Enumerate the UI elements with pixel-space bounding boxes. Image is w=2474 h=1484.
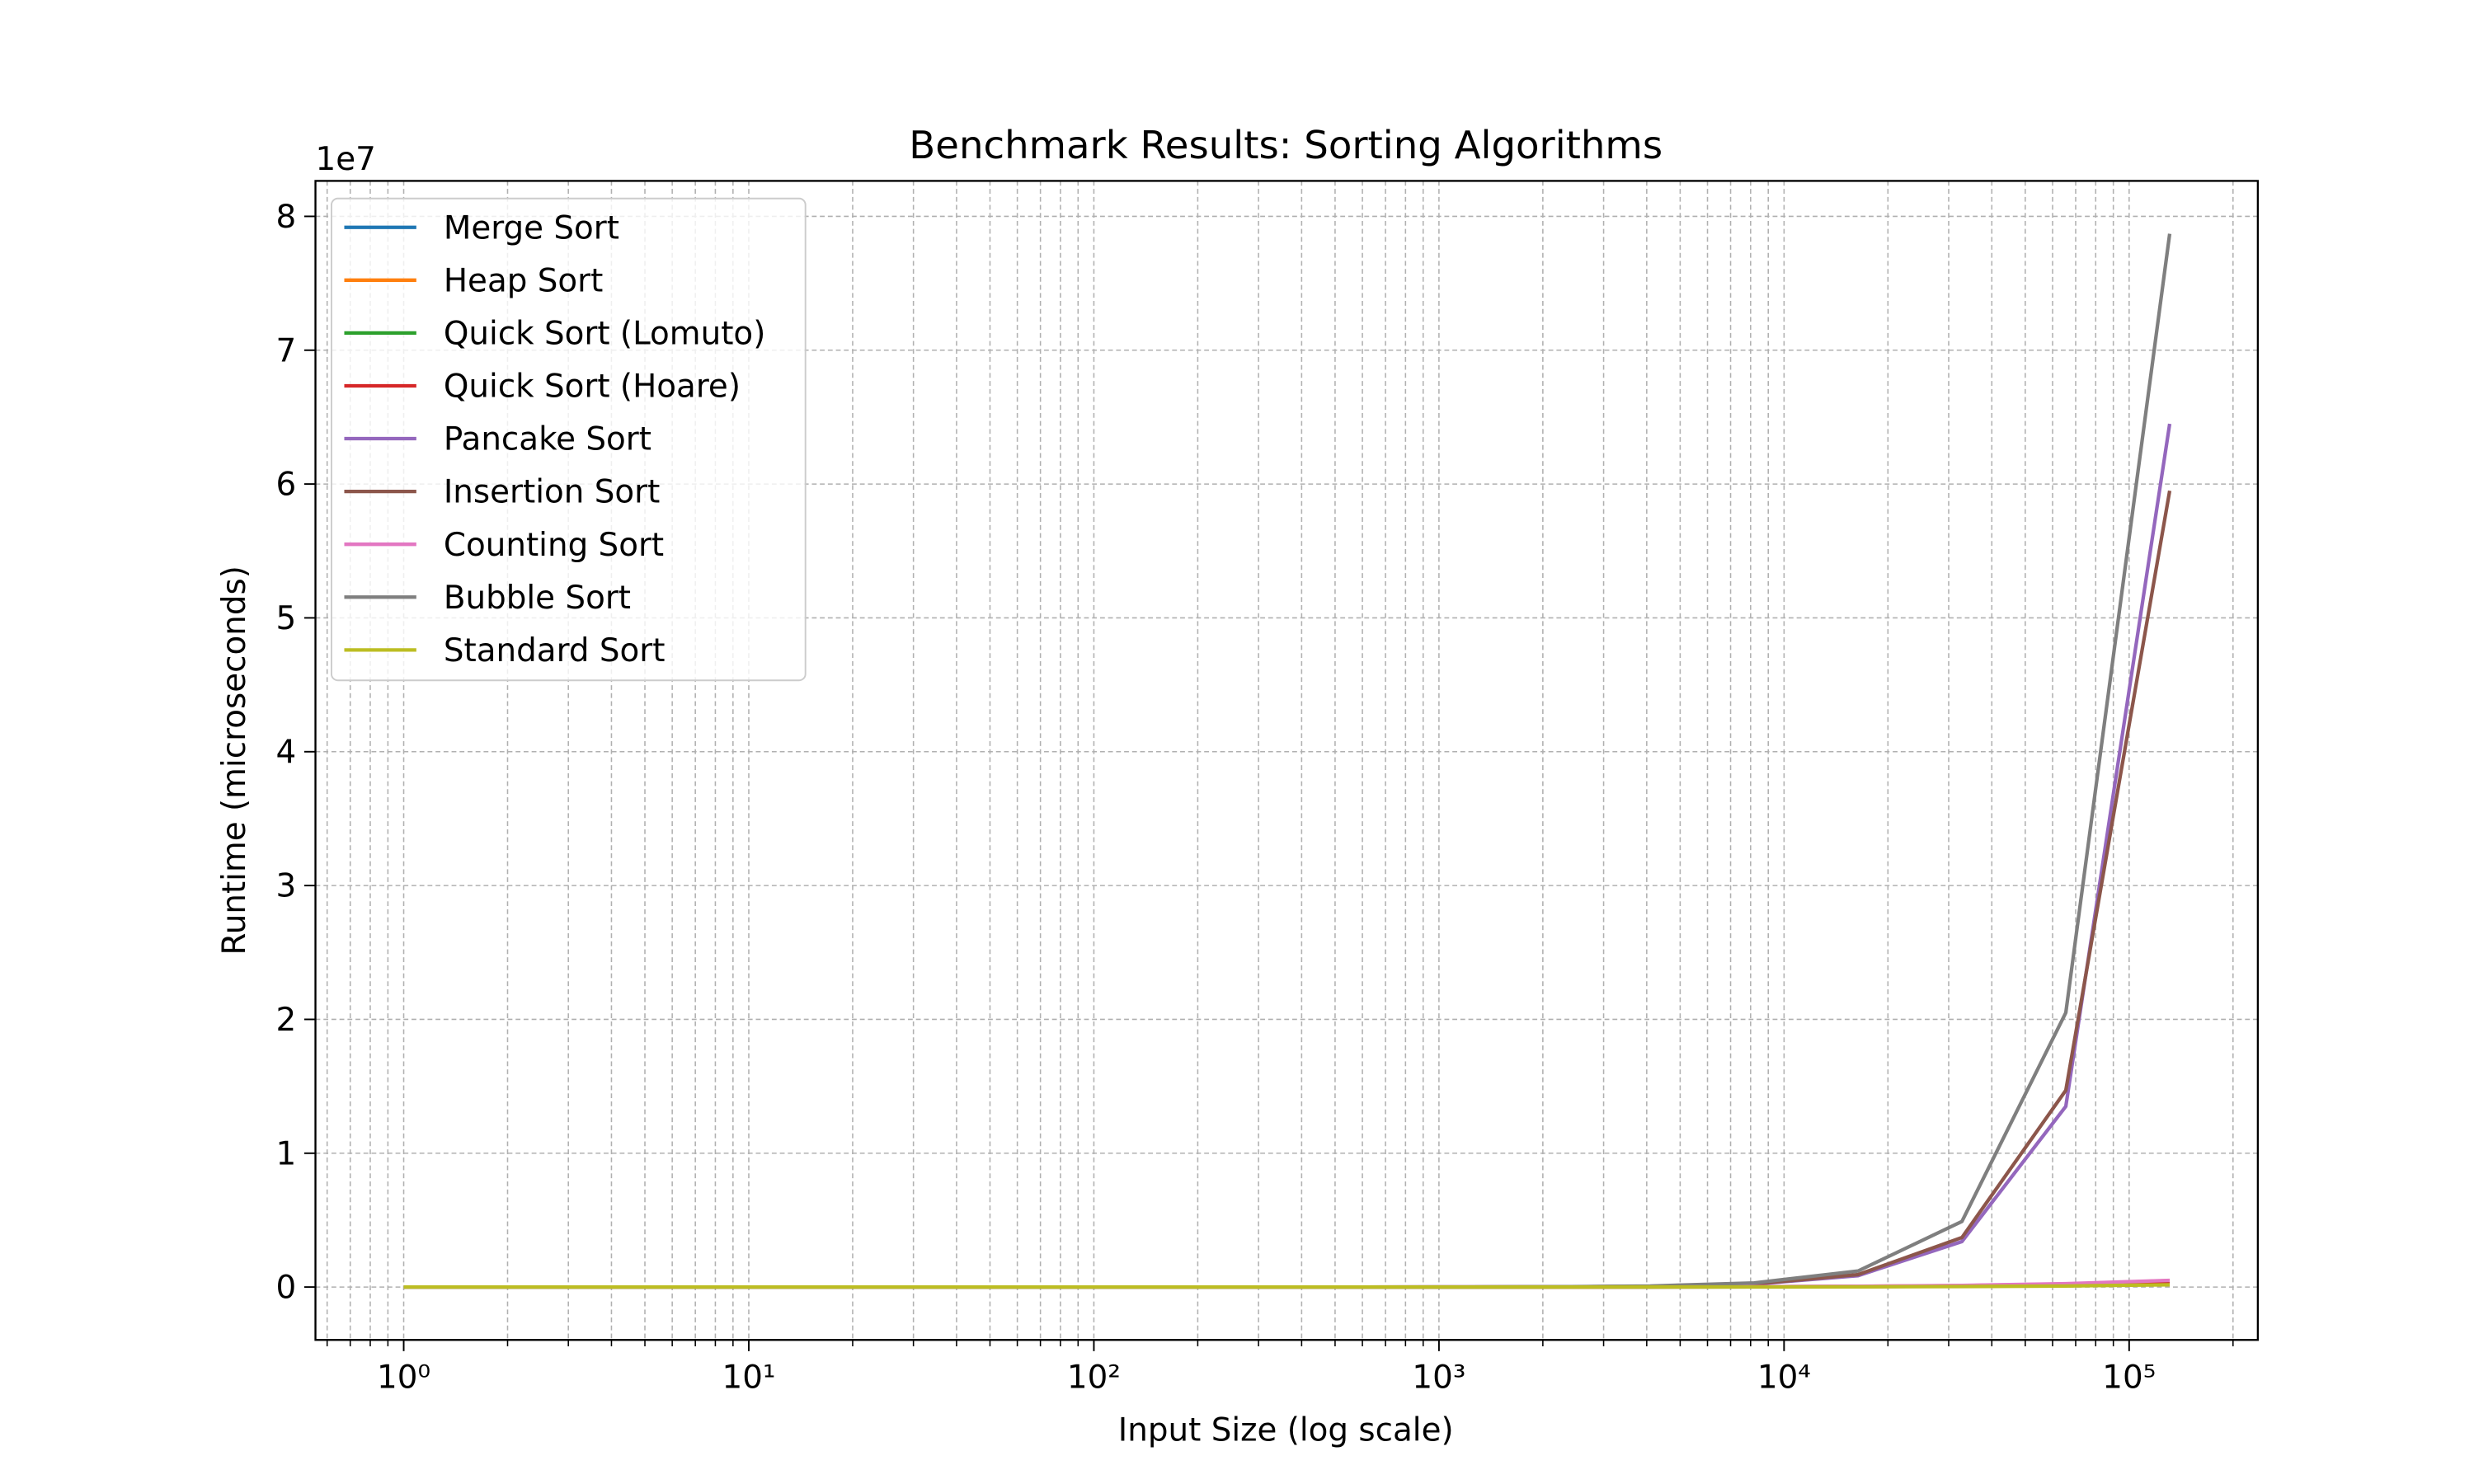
y-axis-label: Runtime (microseconds) [216,566,253,955]
legend-label: Bubble Sort [444,580,631,617]
y-tick-label: 6 [276,467,297,504]
x-tick-label: 10⁰ [377,1359,430,1396]
series-line [403,1283,2171,1289]
legend-label: Quick Sort (Hoare) [444,369,741,406]
y-tick-label: 0 [276,1270,297,1307]
legend-label: Insertion Sort [444,474,660,511]
y-tick-label: 3 [276,868,297,905]
legend: Merge Sort Heap Sort Quick Sort (Lomuto) Qu… [330,197,807,682]
legend-label: Quick Sort (Lomuto) [444,315,765,352]
x-tick-label: 10¹ [722,1359,775,1396]
legend-label: Heap Sort [444,262,603,299]
legend-label: Standard Sort [444,632,666,669]
chart-title: Benchmark Results: Sorting Algorithms [909,123,1663,167]
y-tick-label: 1 [276,1135,297,1172]
legend-box [330,197,807,682]
y-tick-label: 8 [276,199,297,236]
legend-label: Counting Sort [444,527,664,564]
plot-frame [314,180,2260,1341]
x-tick-label: 10⁴ [1757,1359,1811,1396]
x-tick-label: 10³ [1412,1359,1465,1396]
legend-label: Pancake Sort [444,421,651,458]
x-axis-label: Input Size (log scale) [1118,1412,1454,1449]
y-tick-label: 7 [276,332,297,369]
legend-label: Merge Sort [444,209,619,247]
y-offset-label: 1e7 [316,141,376,178]
y-tick-label: 4 [276,734,297,771]
y-tick-label: 2 [276,1002,297,1039]
x-tick-label: 10² [1067,1359,1121,1396]
x-tick-label: 10⁵ [2102,1359,2156,1396]
y-tick-label: 5 [276,600,297,637]
